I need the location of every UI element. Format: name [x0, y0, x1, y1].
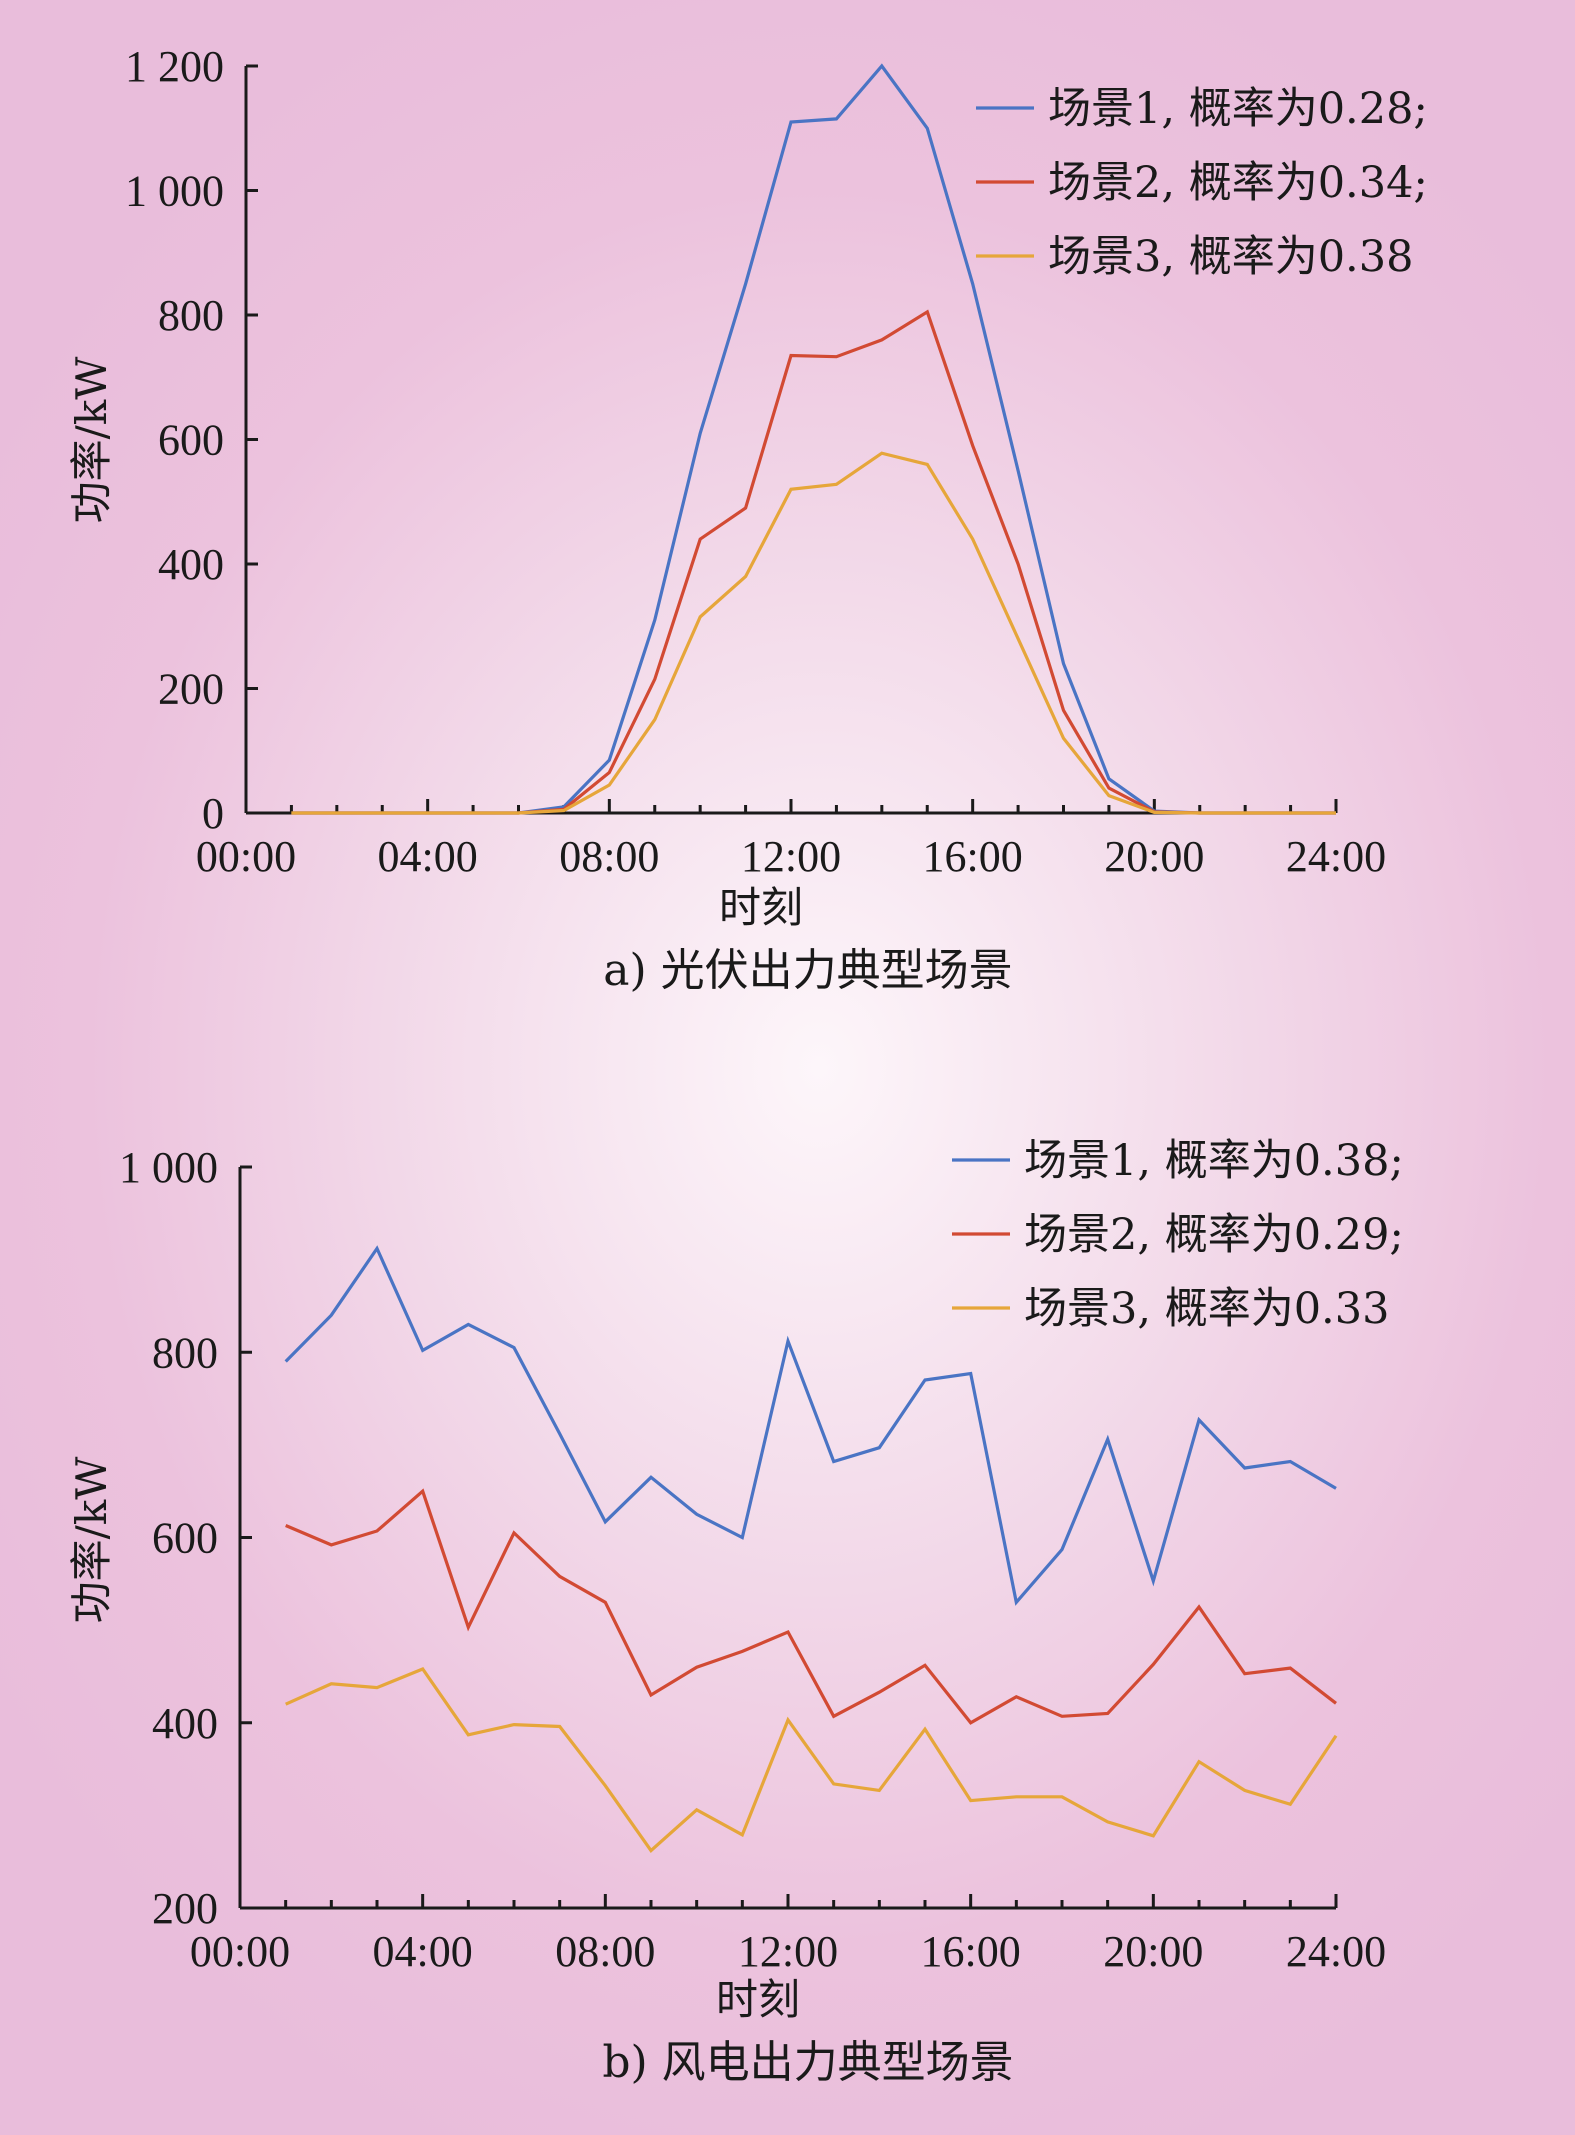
chart-a-x-axis-label: 时刻: [719, 883, 803, 932]
chart-a-x-tick-label: 00:00: [196, 832, 296, 881]
chart-b-y-tick-label: 800: [152, 1328, 218, 1377]
chart-b-caption: b) 风电出力典型场景: [602, 2037, 1013, 2088]
chart-b-series-2-line: [285, 1488, 1337, 1725]
chart-a-x-tick-label: 04:00: [378, 832, 478, 881]
chart-b-legend-label-3: 场景3, 概率为0.33: [1024, 1284, 1389, 1334]
chart-a-y-tick-label: 400: [158, 540, 224, 589]
chart-a-x-tick-label: 12:00: [741, 832, 841, 881]
chart-a-legend-label-2: 场景2, 概率为0.34;: [1048, 158, 1428, 208]
chart-a-legend-label-3: 场景3, 概率为0.38: [1048, 232, 1413, 282]
chart-b-x-tick-label: 12:00: [738, 1927, 838, 1976]
chart-b-y-tick-label: 200: [152, 1884, 218, 1933]
chart-b-legend-label-1: 场景1, 概率为0.38;: [1024, 1136, 1404, 1186]
chart-b-x-tick-label: 00:00: [190, 1927, 290, 1976]
chart-b-y-tick-label: 400: [152, 1699, 218, 1748]
chart-b-x-tick-label: 04:00: [373, 1927, 473, 1976]
chart-a-x-tick-label: 16:00: [923, 832, 1023, 881]
chart-b-x-tick-label: 24:00: [1286, 1927, 1386, 1976]
chart-a-y-tick-label: 0: [202, 789, 224, 838]
chart-a-legend-label-1: 场景1, 概率为0.28;: [1048, 84, 1428, 134]
chart-a-y-tick-label: 1 200: [125, 42, 224, 91]
chart-b-y-tick-label: 600: [152, 1514, 218, 1563]
chart-a-y-tick-label: 800: [158, 291, 224, 340]
chart-a-y-axis-label: 功率/kW: [67, 356, 116, 524]
chart-b-x-axis-label: 时刻: [716, 1975, 800, 2024]
chart-b-x-tick-label: 08:00: [555, 1927, 655, 1976]
chart-b-series-3-line: [285, 1667, 1338, 1853]
chart-a-x-tick-label: 20:00: [1104, 832, 1204, 881]
chart-b-y-axis-label: 功率/kW: [67, 1456, 116, 1624]
chart-b-x-tick-label: 16:00: [921, 1927, 1021, 1976]
chart-a-series-3-line: [291, 451, 1336, 815]
chart-a-caption: a) 光伏出力典型场景: [603, 945, 1012, 996]
chart-a-y-tick-label: 200: [158, 665, 224, 714]
chart-a-y-tick-label: 600: [158, 416, 224, 465]
chart-b-legend-label-2: 场景2, 概率为0.29;: [1024, 1210, 1404, 1260]
chart-a-x-tick-label: 24:00: [1286, 832, 1386, 881]
chart-b-series-1-line: [284, 1245, 1337, 1606]
chart-a-x-tick-label: 08:00: [559, 832, 659, 881]
chart-a-y-tick-label: 1 000: [125, 167, 224, 216]
chart-b-x-tick-label: 20:00: [1103, 1927, 1203, 1976]
chart-b-y-tick-label: 1 000: [119, 1143, 218, 1192]
chart-a-series-2-line: [291, 309, 1336, 815]
